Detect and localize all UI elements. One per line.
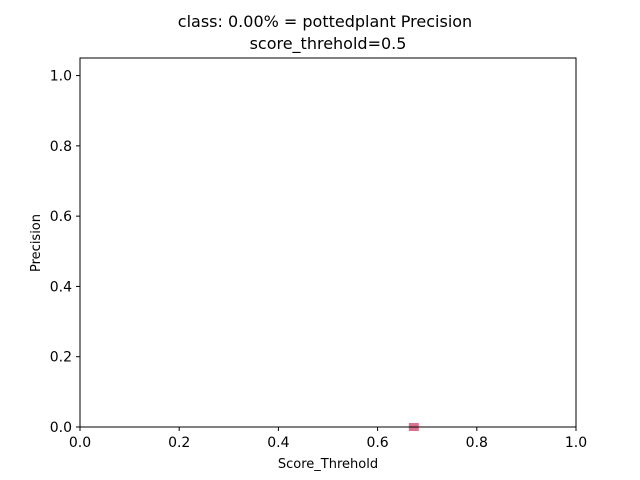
x-axis: 0.0 0.2 0.4 0.6 0.8 1.0 (69, 427, 587, 451)
y-tick-label: 0.4 (50, 279, 72, 295)
chart-title: class: 0.00% = pottedplant Precision (178, 12, 472, 31)
y-axis-label: Precision (29, 214, 44, 272)
x-tick-label: 0.2 (168, 435, 190, 451)
x-tick-label: 0.6 (366, 435, 388, 451)
plot-frame (79, 57, 577, 428)
y-tick-label: 1.0 (50, 69, 72, 85)
x-tick-label: 0.8 (466, 435, 488, 451)
x-axis-label: Score_Threhold (278, 457, 378, 472)
x-tick-label: 1.0 (565, 435, 587, 451)
y-axis: 0.0 0.2 0.4 0.6 0.8 1.0 (50, 69, 80, 436)
y-tick-label: 0.8 (50, 139, 72, 155)
chart-subtitle: score_threhold=0.5 (250, 34, 407, 54)
y-tick-label: 0.6 (50, 209, 72, 225)
x-tick-label: 0.4 (267, 435, 289, 451)
y-tick-label: 0.2 (50, 350, 72, 366)
y-tick-label: 0.0 (50, 420, 72, 436)
x-tick-label: 0.0 (69, 435, 91, 451)
